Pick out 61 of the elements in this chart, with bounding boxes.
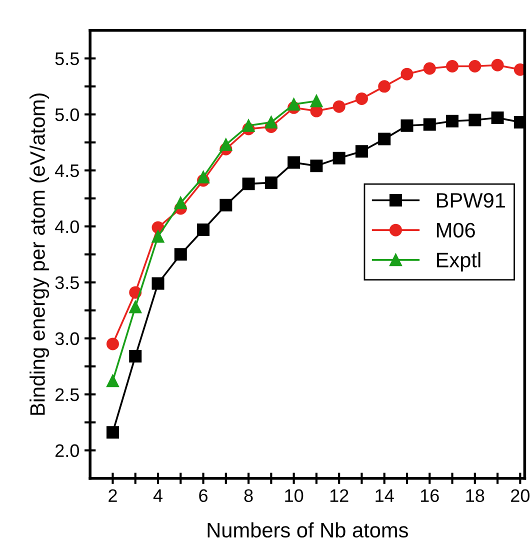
x-tick-label: 8 [244,489,253,502]
x-tick-label: 2 [108,489,117,502]
point [355,92,368,105]
point [174,196,187,210]
point [152,230,164,243]
point [129,300,142,314]
point [264,116,278,128]
legend-label: BPW91 [437,192,505,208]
point [355,145,368,158]
y-tick-label: 5.0 [55,108,79,122]
point [242,178,255,190]
point [378,132,391,146]
point [197,223,210,236]
point [332,152,346,164]
y-tick-label: 3.0 [55,332,79,346]
x-tick-label: 14 [376,489,394,502]
y-tick-label: 2.5 [55,388,79,402]
y-tick-label: 4.5 [55,164,79,178]
legend-label: Exptl [437,252,480,272]
point [288,156,300,169]
x-tick-label: 4 [153,489,162,502]
point [446,114,459,128]
x-tick-label: 6 [199,489,208,502]
x-tick-label: 10 [285,489,304,502]
point [152,277,164,290]
legend-label: M06 [437,222,475,238]
point [491,58,504,72]
point [423,62,436,75]
point [514,63,525,76]
point [129,350,142,363]
x-tick-label: 16 [420,489,439,502]
point [332,100,346,113]
point [197,170,210,184]
y-tick-label: 3.5 [55,276,79,290]
y-tick-label: 4.0 [55,220,79,234]
x-tick-label: 20 [511,489,530,502]
point [310,94,323,108]
point [174,248,187,261]
x-axis-title: Numbers of Nb atoms [208,522,408,538]
point [423,118,436,131]
y-tick-label: 2.0 [55,444,79,458]
y-tick-label: 5.5 [55,52,79,66]
point [106,426,119,439]
point [288,98,300,111]
point [378,80,391,93]
point [400,68,414,80]
y-axis-title: Binding energy per atom (eV/atom) [30,94,50,415]
point [446,60,459,72]
point [106,374,119,388]
point [400,119,414,132]
point [242,119,255,132]
x-tick-label: 12 [330,489,348,502]
point [491,112,504,124]
point [468,60,482,72]
x-tick-label: 18 [466,489,484,502]
point [220,198,232,212]
point [106,338,119,350]
point [468,114,482,126]
point [310,160,323,172]
point [220,138,232,151]
point [264,176,278,189]
